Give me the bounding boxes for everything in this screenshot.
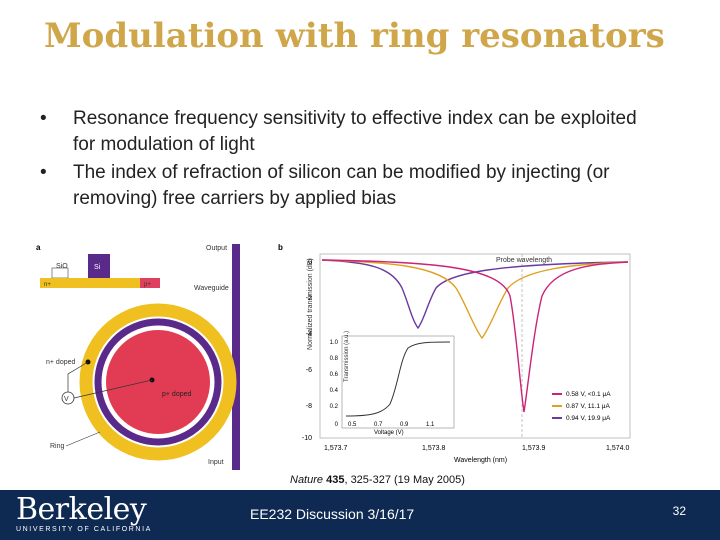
p-doped-label: p+ doped — [162, 391, 191, 398]
panel-b-label: b — [278, 243, 283, 252]
si-rib — [88, 254, 110, 278]
x-axis-label: Wavelength (nm) — [454, 457, 507, 464]
bullet-text: Resonance frequency sensitivity to effec… — [73, 108, 637, 155]
y-tick: -10 — [302, 435, 312, 442]
n-plus-label: n+ — [44, 282, 51, 288]
inset-y-tick: 0.6 — [330, 372, 339, 378]
inset-x-tick: 1.1 — [426, 422, 435, 428]
inset-x-tick: 0.7 — [374, 422, 383, 428]
plot-frame — [319, 253, 631, 439]
footer-bar: Berkeley UNIVERSITY OF CALIFORNIA EE232 … — [0, 490, 720, 540]
inset-x-tick: 0.5 — [348, 422, 357, 428]
caption-rest: , 325-327 (19 May 2005) — [344, 474, 465, 486]
slide-title: Modulation with ring resonators — [44, 16, 665, 56]
input-label: Input — [208, 459, 224, 466]
wire-n — [67, 361, 89, 392]
x-tick: 1,573.8 — [422, 445, 445, 452]
sio2-label: SiO — [56, 263, 68, 270]
legend-entry: 0.58 V, <0.1 μA — [566, 391, 611, 398]
spectrum-0-94v — [321, 259, 629, 330]
bullet-text: The index of refraction of silicon can b… — [73, 162, 610, 209]
legend-entry: 0.87 V, 11.1 μA — [566, 403, 611, 410]
n-doped-ring — [79, 303, 237, 461]
n-region — [40, 278, 160, 288]
wire-p — [73, 379, 153, 399]
inset-y-tick: 0 — [335, 422, 339, 428]
logo-subtitle: UNIVERSITY OF CALIFORNIA — [16, 526, 152, 533]
inset-x-tick: 0.9 — [400, 422, 409, 428]
si-label: Si — [94, 264, 101, 271]
bus-waveguide — [232, 244, 240, 470]
ring-label: Ring — [50, 443, 65, 450]
y-tick: 0 — [308, 259, 312, 266]
caption-volume: 435 — [326, 474, 345, 486]
ring-leader — [65, 431, 101, 447]
page-number: 32 — [672, 504, 686, 518]
bullet-dot: • — [40, 108, 47, 129]
p-region — [140, 278, 160, 288]
inset-curve — [345, 341, 451, 417]
caption-journal: Nature — [290, 474, 324, 486]
spectrum-0-58v — [321, 259, 629, 413]
figure-caption: Nature 435, 325-327 (19 May 2005) — [290, 474, 465, 486]
inset-y-label: Transmission (a.u.) — [344, 331, 350, 382]
y-tick: -2 — [306, 295, 312, 302]
inset-plot: Transmission (a.u.) 1.0 0.8 0.6 0.4 0.2 … — [330, 331, 455, 436]
probe-label: Probe wavelength — [496, 257, 552, 264]
waveguide-label: Waveguide — [194, 285, 229, 292]
y-axis-label: Normalized transmission (dB) — [307, 258, 314, 350]
output-label: Output — [206, 245, 227, 252]
bullet-item: • The index of refraction of silicon can … — [40, 160, 660, 212]
logo-name: Berkeley — [16, 492, 147, 527]
inset-y-tick: 1.0 — [330, 340, 339, 346]
x-tick: 1,573.9 — [522, 445, 545, 452]
figure-svg: a SiO Si n+ p+ Output Waveguide Input p+… — [36, 243, 631, 470]
inset-y-tick: 0.4 — [330, 388, 339, 394]
bullet-dot: • — [40, 162, 47, 183]
p-doped-core — [106, 330, 210, 434]
n-doped-label: n+ doped — [46, 359, 75, 366]
bullet-list: • Resonance frequency sensitivity to effe… — [40, 106, 660, 214]
panel-a-label: a — [36, 243, 41, 252]
spectrum-0-87v — [321, 259, 629, 340]
ring-waveguide — [94, 318, 222, 446]
course-label: EE232 Discussion 3/16/17 — [250, 506, 415, 522]
inset-frame — [341, 335, 455, 429]
inset-y-tick: 0.8 — [330, 356, 339, 362]
plot-b: Normalized transmission (dB) 0 -2 -4 -6 … — [302, 253, 631, 464]
legend-entry: 0.94 V, 19.9 μA — [566, 415, 611, 422]
bullet-item: • Resonance frequency sensitivity to effe… — [40, 106, 660, 158]
y-tick: -4 — [306, 331, 312, 338]
berkeley-logo: Berkeley UNIVERSITY OF CALIFORNIA — [16, 494, 152, 534]
x-tick: 1,574.0 — [606, 445, 629, 452]
inset-x-label: Voltage (V) — [374, 430, 404, 436]
x-tick: 1,573.7 — [324, 445, 347, 452]
y-tick: -8 — [306, 403, 312, 410]
p-plus-label: p+ — [144, 282, 151, 288]
source-label: V — [64, 396, 69, 403]
figure: a SiO Si n+ p+ Output Waveguide Input p+… — [30, 236, 650, 472]
inset-y-tick: 0.2 — [330, 404, 339, 410]
y-tick: -6 — [306, 367, 312, 374]
